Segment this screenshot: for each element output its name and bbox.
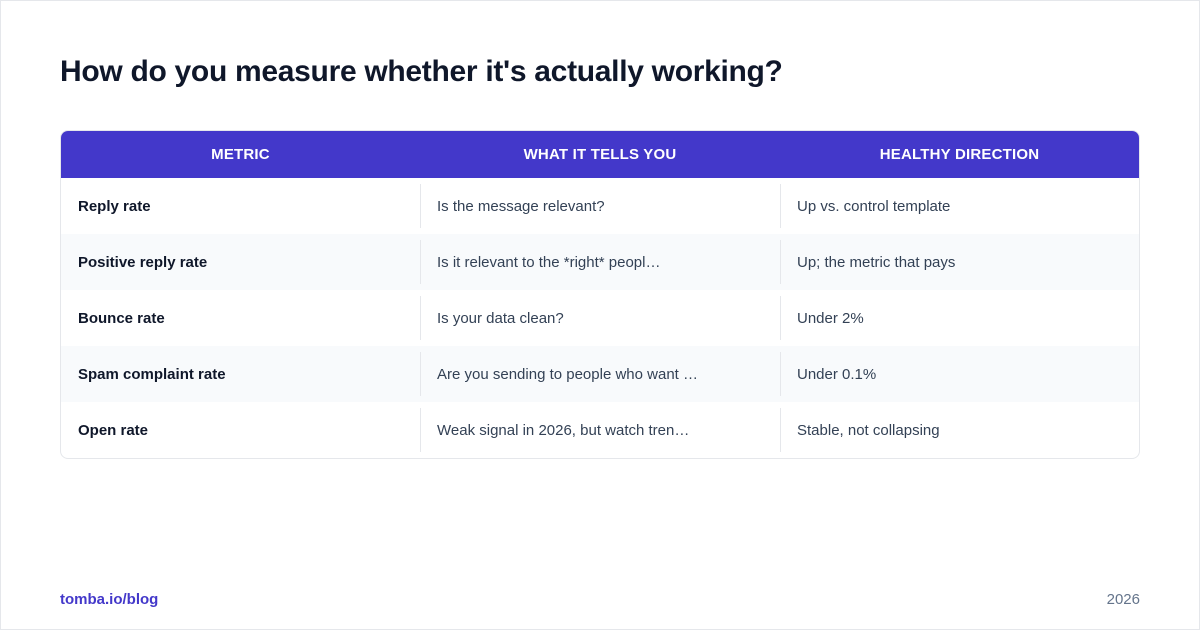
table-row: Spam complaint rate Are you sending to p… — [61, 346, 1139, 402]
table-row: Reply rate Is the message relevant? Up v… — [61, 178, 1139, 234]
page-title: How do you measure whether it's actually… — [60, 55, 783, 88]
blog-link[interactable]: tomba.io/blog — [60, 591, 159, 608]
metric-cell: Open rate — [78, 421, 149, 439]
table-row: Positive reply rate Is it relevant to th… — [61, 234, 1139, 290]
metric-cell: Spam complaint rate — [78, 365, 226, 383]
meaning-cell: Is it relevant to the *right* peopl… — [420, 234, 780, 290]
direction-cell: Up vs. control template — [780, 178, 1139, 234]
table-header: METRIC WHAT IT TELLS YOU HEALTHY DIRECTI… — [61, 131, 1139, 178]
table-row: Open rate Weak signal in 2026, but watch… — [61, 402, 1139, 458]
metric-cell: Bounce rate — [78, 309, 165, 327]
direction-cell: Under 0.1% — [780, 346, 1139, 402]
footer-year: 2026 — [1106, 591, 1140, 608]
metric-cell: Reply rate — [78, 197, 151, 215]
meaning-cell: Is your data clean? — [420, 290, 780, 346]
metrics-table: METRIC WHAT IT TELLS YOU HEALTHY DIRECTI… — [60, 130, 1140, 459]
direction-cell: Up; the metric that pays — [780, 234, 1139, 290]
meaning-cell: Weak signal in 2026, but watch tren… — [420, 402, 780, 458]
meaning-cell: Are you sending to people who want … — [420, 346, 780, 402]
meaning-cell: Is the message relevant? — [420, 178, 780, 234]
direction-cell: Under 2% — [780, 290, 1139, 346]
header-healthy-direction: HEALTHY DIRECTION — [879, 146, 1040, 163]
table-row: Bounce rate Is your data clean? Under 2% — [61, 290, 1139, 346]
header-what-it-tells-you: WHAT IT TELLS YOU — [523, 146, 677, 163]
direction-cell: Stable, not collapsing — [780, 402, 1139, 458]
header-metric: METRIC — [211, 146, 270, 163]
metric-cell: Positive reply rate — [78, 253, 208, 271]
